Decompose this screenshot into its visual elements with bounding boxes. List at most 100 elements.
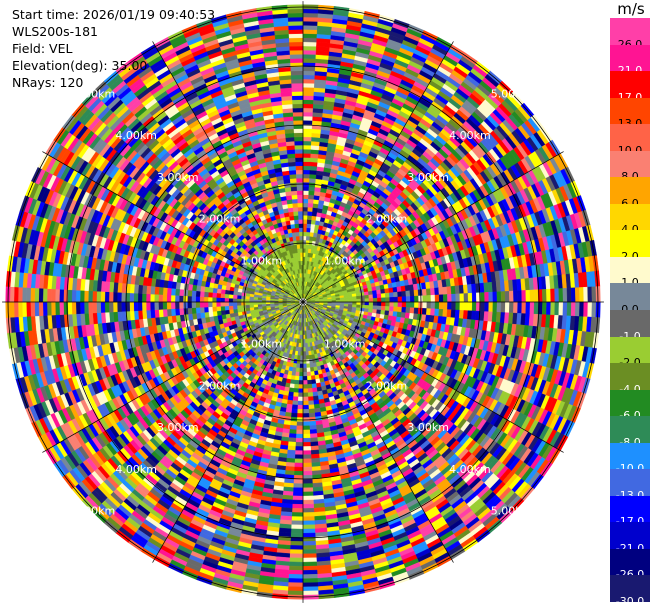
gate-cell [302,99,314,105]
gate-cell [308,194,315,200]
gate-cell [308,190,315,196]
gate-cell [302,359,307,365]
gate-cell [310,157,319,163]
gate-cell [296,409,304,414]
gate-cell [443,294,448,303]
gate-cell [293,479,304,484]
gate-cell [302,161,311,167]
gate-cell [289,549,304,555]
gate-cell [344,299,349,303]
gate-cell [372,305,378,310]
gate-cell [434,308,440,317]
gate-cell [397,296,403,303]
gate-cell [302,115,313,121]
gate-cell [310,379,317,385]
gate-cell [377,297,382,303]
gate-cell [297,396,304,402]
gate-cell [302,140,312,146]
gate-cell [309,433,318,439]
gate-cell [302,574,318,579]
gate-cell [389,301,395,307]
gate-cell [405,301,411,308]
gate-cell [291,404,298,410]
gate-cell [443,301,448,310]
gate-cell [347,296,353,300]
gate-cell [348,299,353,303]
gate-cell [455,301,461,311]
gate-cell [302,429,311,435]
gate-cell [309,425,317,431]
gate-cell [306,367,311,373]
gate-cell [393,306,399,313]
gate-cell [525,289,531,303]
gate-cell [302,347,306,352]
gate-cell [372,301,378,307]
gate-cell [430,308,436,317]
gate-cell [302,70,316,76]
gate-cell [300,347,304,352]
gate-cell [426,295,432,303]
gate-cell [307,392,314,398]
gate-cell [302,586,319,592]
gate-cell [550,288,556,303]
gate-cell [302,202,309,208]
gate-cell [291,516,304,522]
gate-cell [302,466,313,472]
gate-cell [426,301,432,309]
gate-cell [302,409,310,414]
gate-cell [297,400,304,406]
gate-cell [504,290,510,303]
gate-cell [434,294,440,303]
gate-cell [389,306,394,312]
gate-cell [521,290,527,303]
gate-cell [426,288,432,296]
gate-cell [302,367,307,373]
gate-cell [360,295,366,300]
gate-cell [393,296,399,303]
gate-cell [413,289,419,297]
gate-cell [310,375,316,381]
gate-cell [385,297,390,303]
gate-cell [307,198,315,204]
gate-cell [389,297,395,303]
gate-cell [356,298,362,303]
gate-cell [302,103,314,109]
gate-cell [302,516,315,522]
gate-cell [311,383,317,389]
gate-cell [377,301,382,307]
gate-cell [363,291,369,296]
gate-cell [308,404,315,410]
gate-cell [306,227,311,233]
gate-cell [289,545,304,551]
gate-cell [294,379,300,385]
gate-cell [372,290,378,295]
gate-cell [306,379,312,385]
gate-cell [410,295,415,303]
gate-cell [348,301,353,305]
gate-cell [587,286,593,303]
gate-cell [302,380,308,385]
gate-cell [405,290,411,297]
gate-cell [309,429,318,435]
gate-cell [291,503,304,509]
gate-cell [302,454,312,460]
gate-cell [302,524,316,530]
gate-cell [288,437,297,443]
gate-cell [413,307,419,315]
gate-cell [442,286,448,295]
gate-cell [310,371,315,377]
gate-cell [305,355,310,360]
gate-cell [368,294,374,299]
gate-cell [302,12,319,18]
gate-cell [562,301,568,317]
gate-cell [302,16,319,22]
gate-cell [302,148,312,154]
gate-cell [368,298,374,303]
gate-cell [302,565,318,571]
gate-cell [438,301,444,310]
gate-cell [302,248,307,253]
gate-cell [434,287,440,296]
gate-cell [309,165,318,171]
gate-cell [558,301,564,316]
gate-cell [302,561,318,567]
